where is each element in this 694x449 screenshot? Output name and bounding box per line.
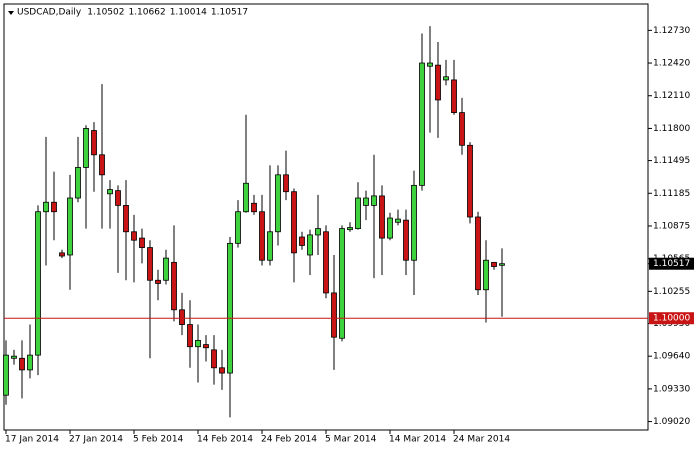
current-price-bg <box>649 257 694 270</box>
candle-body <box>235 211 241 244</box>
x-tick-label: 24 Mar 2014 <box>453 435 510 445</box>
candle-body <box>459 112 465 146</box>
x-tick-label: 14 Feb 2014 <box>197 435 253 445</box>
candle-body <box>211 349 217 369</box>
candle-body <box>219 367 225 374</box>
candle-body <box>107 189 113 195</box>
candle-body <box>19 357 25 371</box>
y-tick-label: 1.12110 <box>653 91 690 101</box>
y-tick-label: 1.10255 <box>653 287 690 297</box>
y-tick-label: 1.12730 <box>653 26 690 36</box>
header-value: 1.10502 <box>87 8 124 18</box>
candle-body <box>99 154 105 176</box>
candle-body <box>499 263 505 266</box>
candle-body <box>187 324 193 348</box>
candle-body <box>331 292 337 338</box>
x-tick-label: 24 Feb 2014 <box>261 435 317 445</box>
candle-body <box>139 237 145 248</box>
candle-body <box>323 231 329 294</box>
y-tick-label: 1.10875 <box>653 221 690 231</box>
y-tick-label: 1.09330 <box>653 384 690 394</box>
x-tick-label: 5 Mar 2014 <box>325 435 377 445</box>
x-tick-label: 5 Feb 2014 <box>133 435 184 445</box>
candle-body <box>59 252 65 257</box>
candle-body <box>299 236 305 246</box>
candle-body <box>483 259 489 291</box>
candle-body <box>275 174 281 233</box>
candle-body <box>395 218 401 223</box>
header-value: 1.10517 <box>211 8 248 18</box>
candle-body <box>251 202 257 213</box>
candle-body <box>419 62 425 186</box>
candle-body <box>35 211 41 356</box>
candle-body <box>467 144 473 218</box>
candle-body <box>131 231 137 241</box>
candle-body <box>283 174 289 193</box>
candle-body <box>387 217 393 239</box>
candle-body <box>67 197 73 256</box>
candle-body <box>27 354 33 371</box>
candle-body <box>267 231 273 261</box>
current-price-label: 1.10517 <box>653 259 690 269</box>
candle-body <box>443 76 449 81</box>
x-tick-label: 27 Jan 2014 <box>69 435 123 445</box>
candle-body <box>259 211 265 261</box>
candle-body <box>3 354 9 396</box>
candle-body <box>371 195 377 206</box>
candle-body <box>475 216 481 291</box>
x-tick-label: 17 Jan 2014 <box>5 435 59 445</box>
candle-body <box>43 201 49 213</box>
header-arrow <box>8 11 14 15</box>
candle-body <box>451 79 457 114</box>
plot-frame <box>3 3 649 431</box>
candle-body <box>491 261 497 267</box>
candle-body <box>355 197 361 229</box>
candle-body <box>155 279 161 284</box>
candle-body <box>195 339 201 348</box>
candle-body <box>243 182 249 213</box>
header-value: 1.10662 <box>128 8 165 18</box>
candle-body <box>379 195 385 239</box>
candle-body <box>91 130 97 156</box>
candle-body <box>411 184 417 261</box>
candle-body <box>435 64 441 101</box>
candle-body <box>227 242 233 374</box>
candle-body <box>83 128 89 168</box>
candle-body <box>315 228 321 236</box>
candle-body <box>163 257 169 281</box>
y-tick-label: 1.12420 <box>653 59 690 69</box>
y-tick-label: 1.09020 <box>653 417 690 427</box>
y-tick-label: 1.11495 <box>653 156 690 166</box>
candle-body <box>403 219 409 261</box>
candle-body <box>339 228 345 339</box>
candle-body <box>427 62 433 67</box>
candle-body <box>75 167 81 199</box>
candle-body <box>51 201 57 213</box>
candle-body <box>147 247 153 281</box>
candle-body <box>11 355 17 359</box>
candle-body <box>179 309 185 325</box>
level-label-bg <box>649 312 694 325</box>
candle-body <box>291 191 297 254</box>
candle-body <box>115 190 121 206</box>
candle-body <box>347 227 353 231</box>
candle-body <box>307 234 313 256</box>
x-tick-label: 14 Mar 2014 <box>389 435 446 445</box>
candle-body <box>123 205 129 233</box>
candle-body <box>363 197 369 206</box>
y-tick-label: 1.11185 <box>653 189 690 199</box>
y-tick-label: 1.09640 <box>653 352 690 362</box>
header-value: 1.10014 <box>170 8 207 18</box>
level-label: 1.10000 <box>653 314 690 324</box>
candle-body <box>171 261 177 311</box>
candle-body <box>203 344 209 349</box>
chart-title: USDCAD,Daily <box>17 8 82 18</box>
y-tick-label: 1.11800 <box>653 124 690 134</box>
